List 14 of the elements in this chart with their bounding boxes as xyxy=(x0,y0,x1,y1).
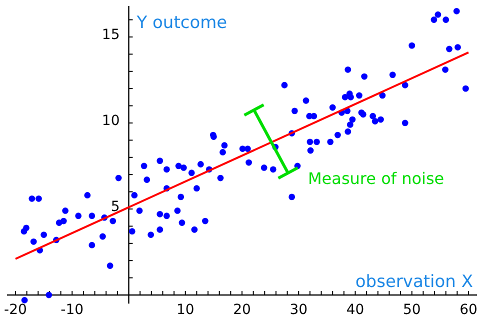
y-axis-title: Y outcome xyxy=(136,13,228,33)
x-tick-label: 60 xyxy=(460,302,478,318)
annotation: Measure of noise xyxy=(308,169,444,188)
y-tick-label: 10 xyxy=(102,112,120,129)
y-tick-label: 15 xyxy=(102,26,120,43)
x-axis-title: observation X xyxy=(355,272,474,292)
x-tick-label: 20 xyxy=(233,302,251,318)
x-tick-label: 30 xyxy=(290,302,308,318)
y-tick-label: 5 xyxy=(110,198,120,215)
x-tick-label: 10 xyxy=(176,302,194,318)
x-tick-label: 50 xyxy=(402,302,421,318)
x-tick-label: 40 xyxy=(346,302,364,318)
x-tick-label: -10 xyxy=(60,302,84,318)
x-tick-label: -20 xyxy=(4,302,27,318)
